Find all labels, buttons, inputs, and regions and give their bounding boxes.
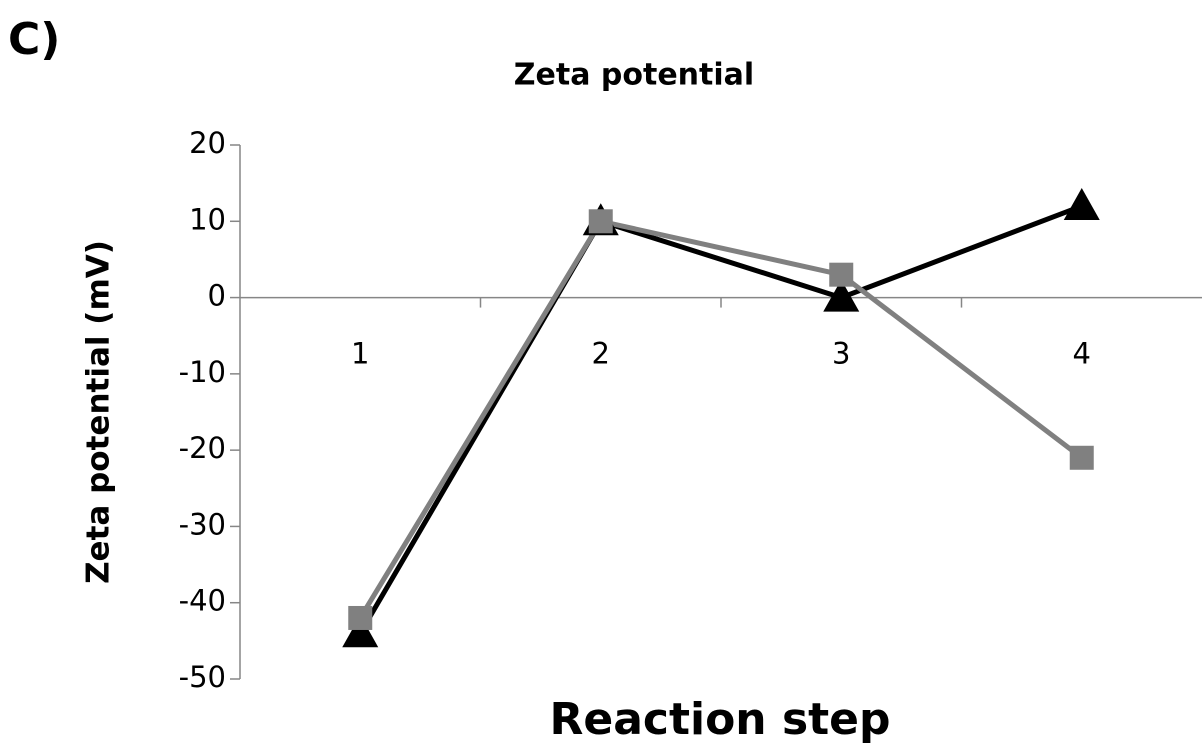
y-tick-label: -20 bbox=[179, 431, 226, 465]
y-tick-label: -30 bbox=[179, 507, 226, 541]
chart-title: Zeta potential bbox=[514, 58, 754, 93]
x-tick-label: 2 bbox=[592, 337, 610, 371]
marker-triangle bbox=[823, 279, 860, 312]
x-tick-label: 4 bbox=[1073, 337, 1091, 371]
panel-label: C) bbox=[8, 14, 60, 65]
series-line bbox=[358, 203, 1083, 635]
series-line bbox=[358, 218, 1084, 620]
marker-square bbox=[829, 262, 854, 287]
y-tick-label: 10 bbox=[189, 202, 226, 236]
x-tick-label: 1 bbox=[351, 337, 369, 371]
y-tick-label: -10 bbox=[179, 355, 226, 389]
x-tick-label: 3 bbox=[832, 337, 850, 371]
y-tick-label: -50 bbox=[179, 660, 226, 694]
y-tick-label: 20 bbox=[189, 126, 226, 160]
marker-square bbox=[588, 209, 613, 234]
marker-triangle bbox=[1063, 188, 1100, 221]
marker-square bbox=[1069, 445, 1094, 470]
x-axis-title: Reaction step bbox=[549, 694, 890, 745]
marker-square bbox=[348, 605, 373, 630]
y-tick-label: 0 bbox=[208, 279, 226, 313]
marker-triangle bbox=[342, 615, 379, 648]
y-tick-label: -40 bbox=[179, 584, 226, 618]
y-axis-title: Zeta potential (mV) bbox=[81, 240, 117, 584]
